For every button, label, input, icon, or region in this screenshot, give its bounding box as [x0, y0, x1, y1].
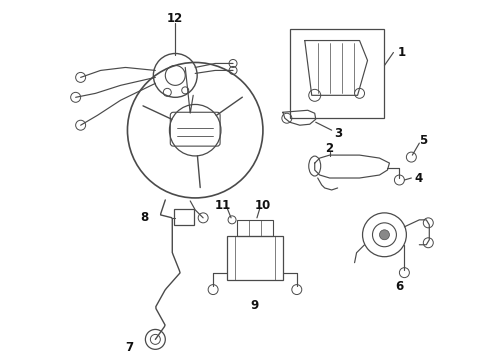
Text: 8: 8 — [140, 211, 148, 224]
Circle shape — [379, 230, 390, 240]
Text: 6: 6 — [395, 280, 404, 293]
Text: 1: 1 — [397, 46, 406, 59]
Text: 5: 5 — [419, 134, 428, 147]
Text: 4: 4 — [415, 171, 422, 185]
Bar — [237, 220, 273, 236]
Text: 10: 10 — [255, 199, 271, 212]
Text: 3: 3 — [335, 127, 343, 140]
Text: 11: 11 — [215, 199, 231, 212]
Bar — [227, 236, 283, 280]
Bar — [290, 28, 385, 118]
Text: 7: 7 — [125, 341, 133, 354]
Text: 9: 9 — [251, 299, 259, 312]
Text: 12: 12 — [167, 12, 183, 25]
Text: 2: 2 — [326, 141, 334, 155]
